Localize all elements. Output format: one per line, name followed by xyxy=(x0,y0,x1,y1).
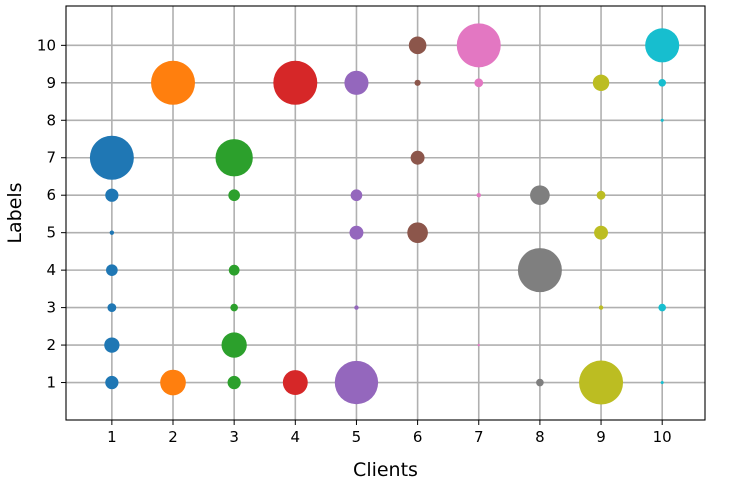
data-point xyxy=(594,225,609,240)
x-tick-label: 8 xyxy=(535,428,545,446)
data-point xyxy=(273,60,318,105)
data-point xyxy=(230,303,238,312)
data-point xyxy=(349,225,364,240)
y-tick-label: 9 xyxy=(46,74,56,92)
data-point xyxy=(151,60,196,105)
data-point xyxy=(530,185,550,206)
data-point xyxy=(334,360,379,405)
data-point xyxy=(407,222,428,243)
y-tick-label: 6 xyxy=(46,186,56,204)
y-tick-label: 8 xyxy=(46,111,56,129)
x-tick-label: 6 xyxy=(413,428,423,446)
x-tick-label: 10 xyxy=(653,428,672,446)
data-point xyxy=(107,303,117,313)
data-point xyxy=(227,375,241,390)
data-point xyxy=(477,343,480,347)
x-tick-label: 3 xyxy=(229,428,239,446)
y-tick-label: 1 xyxy=(46,374,56,392)
data-point xyxy=(598,305,604,310)
y-axis-label: Labels xyxy=(4,182,26,243)
data-points xyxy=(89,23,680,405)
data-point xyxy=(660,118,664,122)
data-point xyxy=(228,189,240,202)
data-point xyxy=(344,70,369,95)
data-point xyxy=(517,248,562,293)
x-tick-label: 4 xyxy=(291,428,301,446)
data-point xyxy=(282,370,308,395)
y-tick-label: 4 xyxy=(46,261,56,279)
x-axis-ticks: 1 2 3 4 5 6 7 8 9 10 xyxy=(107,420,672,446)
data-point xyxy=(414,79,421,86)
data-point xyxy=(354,305,359,310)
data-point xyxy=(221,332,247,358)
x-tick-label: 9 xyxy=(596,428,606,446)
data-point xyxy=(474,78,484,88)
data-point xyxy=(596,190,606,200)
data-point xyxy=(408,36,427,55)
data-point xyxy=(215,139,253,177)
data-point xyxy=(350,189,363,202)
plot-frame xyxy=(65,5,706,421)
data-point xyxy=(658,303,667,312)
data-point xyxy=(456,23,501,68)
data-point xyxy=(660,380,664,385)
data-point xyxy=(592,74,610,92)
data-point xyxy=(109,230,115,235)
data-point xyxy=(104,337,120,353)
data-point xyxy=(160,369,186,396)
data-point xyxy=(476,193,481,198)
y-tick-label: 2 xyxy=(46,336,56,354)
x-tick-label: 5 xyxy=(352,428,362,446)
data-point xyxy=(536,378,544,387)
y-tick-label: 3 xyxy=(46,299,56,317)
y-tick-label: 5 xyxy=(46,224,56,242)
data-point xyxy=(105,188,119,202)
x-tick-label: 7 xyxy=(474,428,484,446)
y-axis-ticks: 1 2 3 4 5 6 7 8 9 10 xyxy=(37,36,66,392)
data-point xyxy=(645,28,680,63)
y-tick-label: 7 xyxy=(46,149,56,167)
data-point xyxy=(89,135,134,180)
x-tick-label: 2 xyxy=(168,428,178,446)
x-tick-label: 1 xyxy=(107,428,117,446)
data-point xyxy=(410,150,425,165)
data-point xyxy=(106,264,118,276)
data-point xyxy=(658,78,667,87)
data-point xyxy=(228,264,240,276)
y-tick-label: 10 xyxy=(37,36,56,54)
x-axis-label: Clients xyxy=(353,459,418,481)
data-point xyxy=(579,360,624,405)
data-point xyxy=(105,375,119,390)
